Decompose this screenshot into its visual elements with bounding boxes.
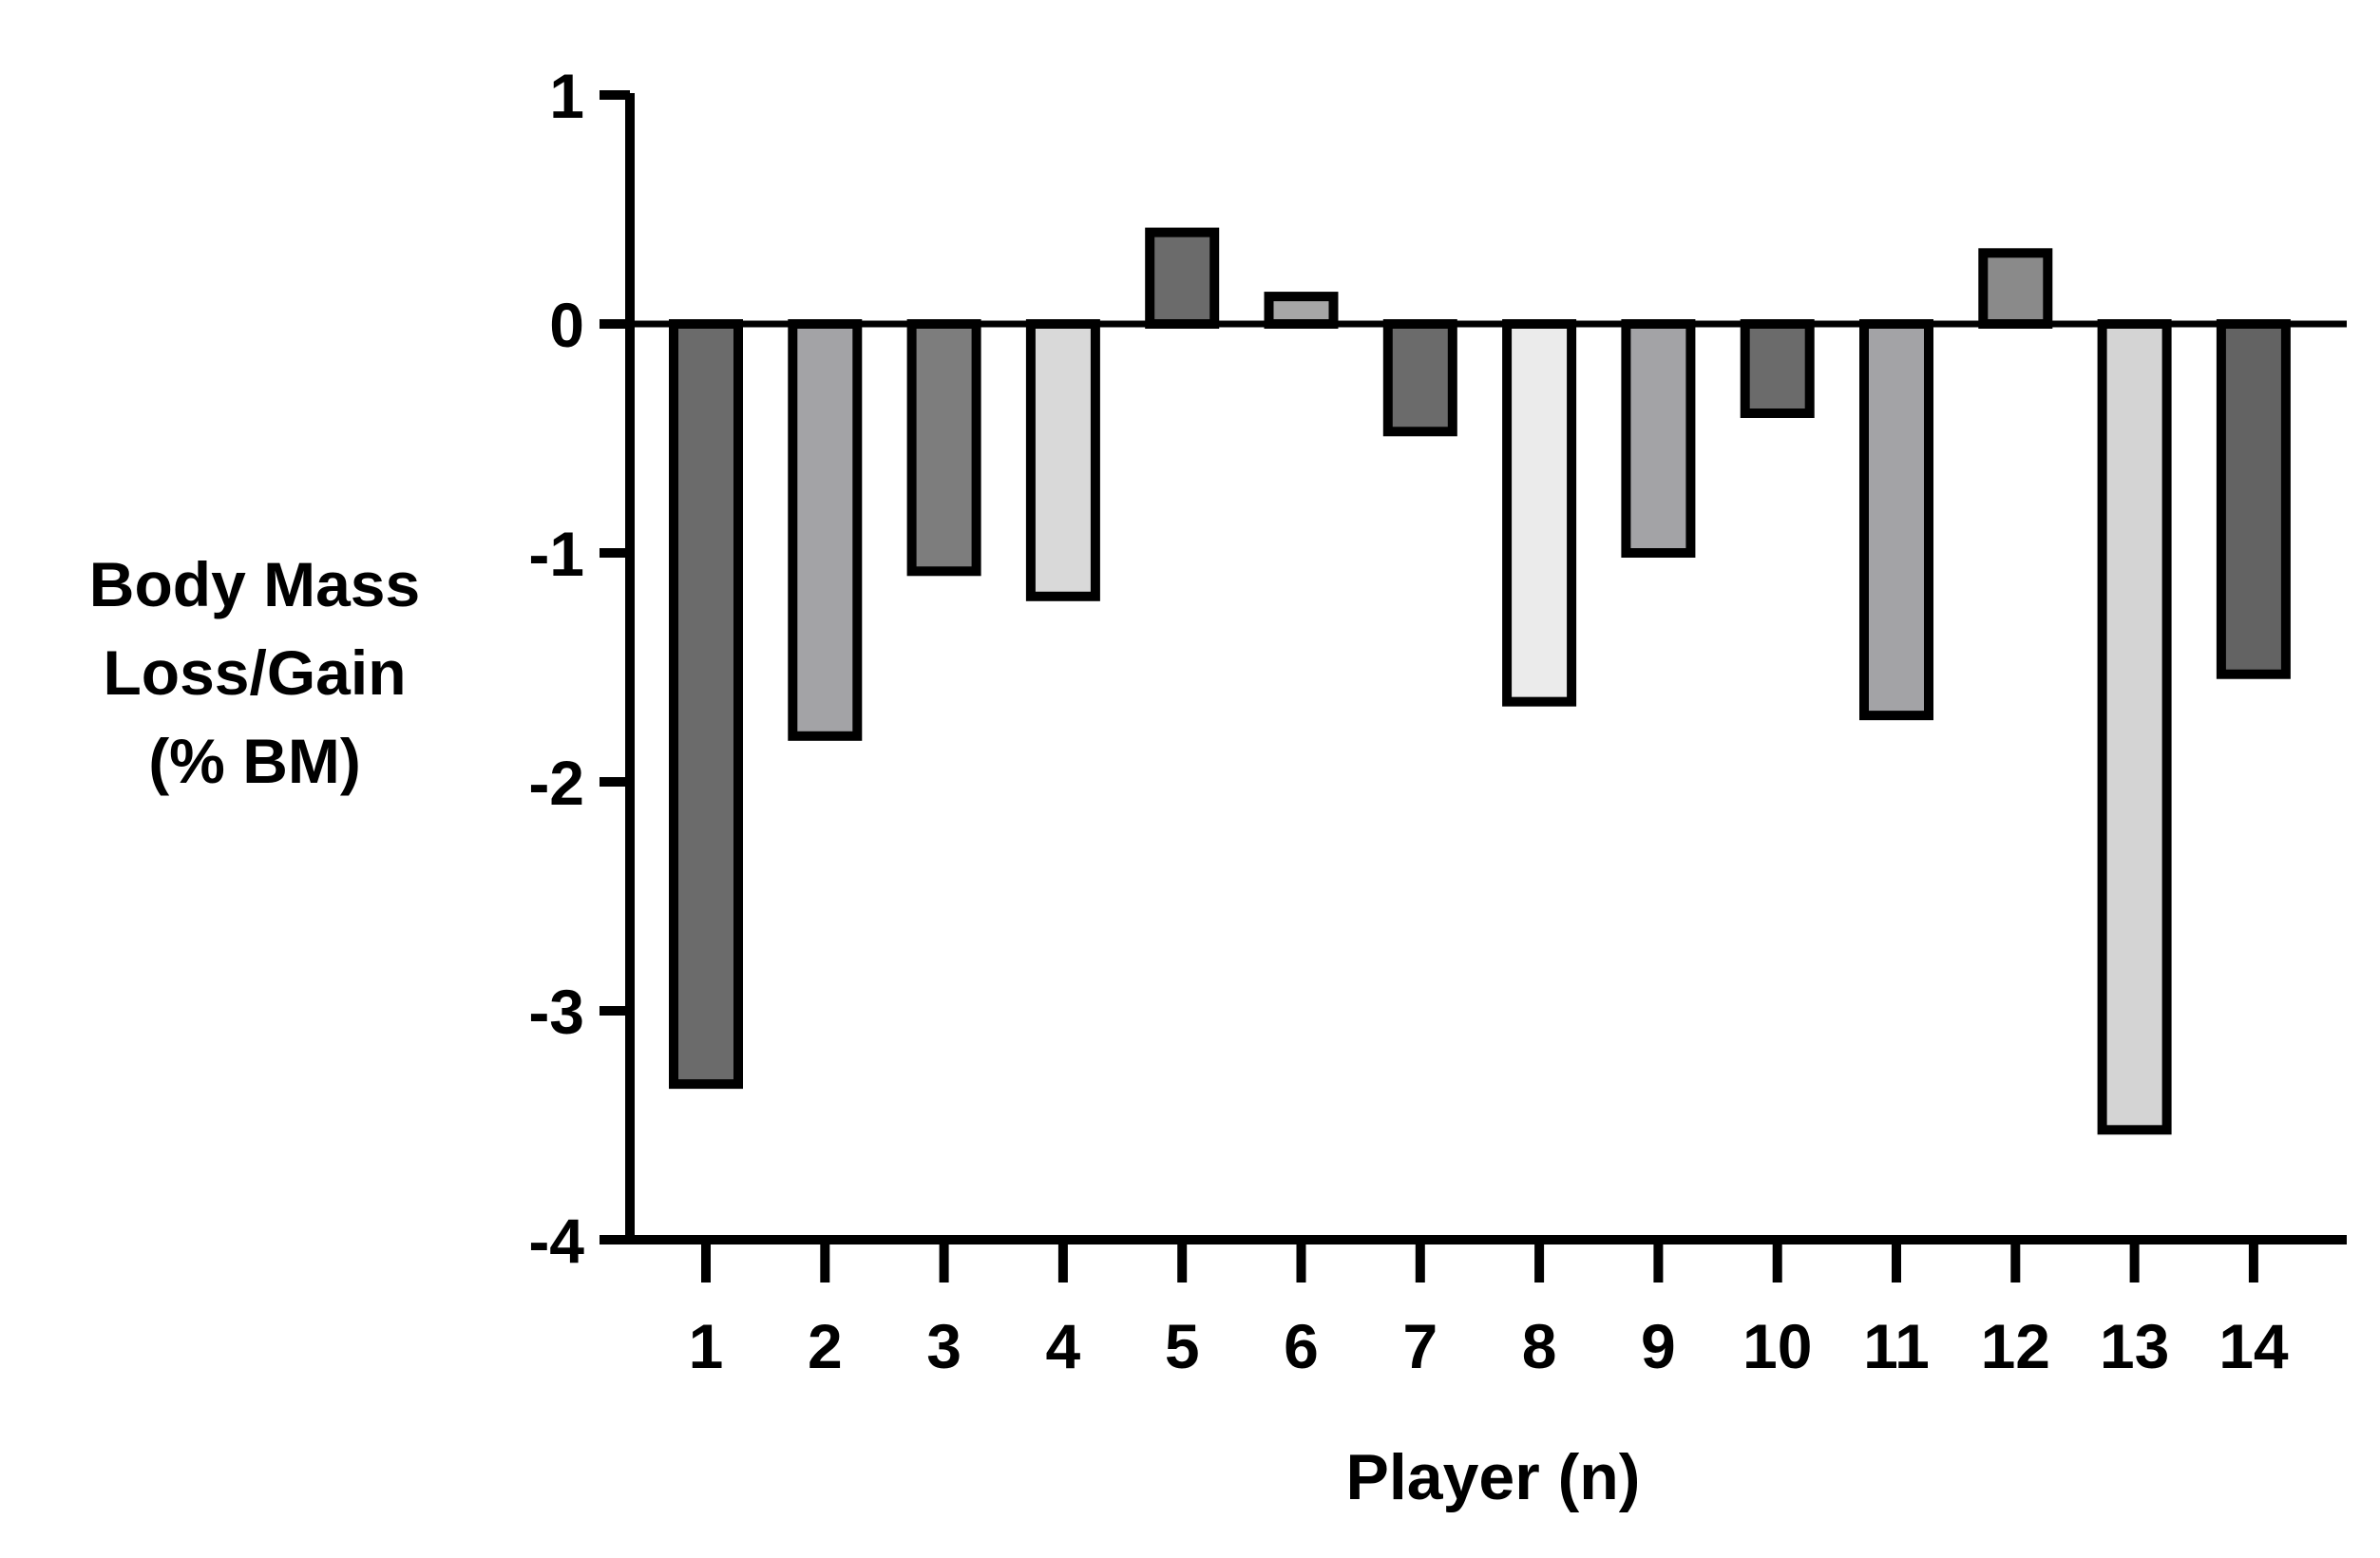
x-tick-label: 2 bbox=[808, 1311, 843, 1381]
bar-player-6 bbox=[1264, 292, 1339, 329]
x-tick-label: 6 bbox=[1284, 1311, 1319, 1381]
x-axis: 1 2 3 4 5 6 7 8 9 10 11 12 13 14 bbox=[625, 1235, 2347, 1381]
y-tick-label: 0 bbox=[549, 290, 584, 360]
x-tick-label: 8 bbox=[1522, 1311, 1557, 1381]
bar-player-7 bbox=[1382, 319, 1457, 437]
x-tick-label: 9 bbox=[1641, 1311, 1676, 1381]
bar-player-4 bbox=[1025, 319, 1100, 601]
bar-player-3 bbox=[906, 319, 981, 577]
bar-player-2 bbox=[788, 319, 863, 741]
x-tick-label: 12 bbox=[1981, 1311, 2050, 1381]
x-tick-label: 13 bbox=[2100, 1311, 2169, 1381]
y-axis-label-line: (% BM) bbox=[148, 726, 361, 796]
bar-player-10 bbox=[1740, 319, 1815, 418]
x-tick-label: 10 bbox=[1742, 1311, 1812, 1381]
bar-player-1 bbox=[669, 319, 743, 1090]
bar-player-9 bbox=[1621, 319, 1696, 558]
x-tick-label: 7 bbox=[1402, 1311, 1438, 1381]
x-axis-label: Player (n) bbox=[1346, 1441, 1641, 1513]
x-tick-label: 1 bbox=[689, 1311, 724, 1381]
bar-player-14 bbox=[2216, 319, 2291, 679]
bar-player-13 bbox=[2097, 319, 2172, 1135]
x-tick-label: 14 bbox=[2218, 1311, 2289, 1381]
bar-player-8 bbox=[1502, 319, 1577, 707]
y-tick-label: -3 bbox=[528, 977, 584, 1047]
y-tick-label: -1 bbox=[528, 519, 584, 589]
bars bbox=[669, 227, 2291, 1135]
y-axis-label-line: Loss/Gain bbox=[103, 637, 406, 708]
bar-player-5 bbox=[1145, 227, 1220, 330]
y-axis-label-line: Body Mass bbox=[89, 549, 420, 619]
y-tick-label: 1 bbox=[549, 61, 584, 131]
bar-player-12 bbox=[1978, 248, 2053, 330]
y-axis-label: Body Mass Loss/Gain (% BM) bbox=[89, 549, 420, 796]
x-tick-label: 4 bbox=[1046, 1311, 1081, 1381]
bar-player-11 bbox=[1859, 319, 1933, 721]
x-tick-label: 5 bbox=[1165, 1311, 1200, 1381]
x-tick-label: 11 bbox=[1863, 1311, 1930, 1381]
x-tick-label: 3 bbox=[926, 1311, 962, 1381]
y-tick-label: -2 bbox=[528, 748, 584, 818]
y-tick-label: -4 bbox=[528, 1206, 584, 1276]
